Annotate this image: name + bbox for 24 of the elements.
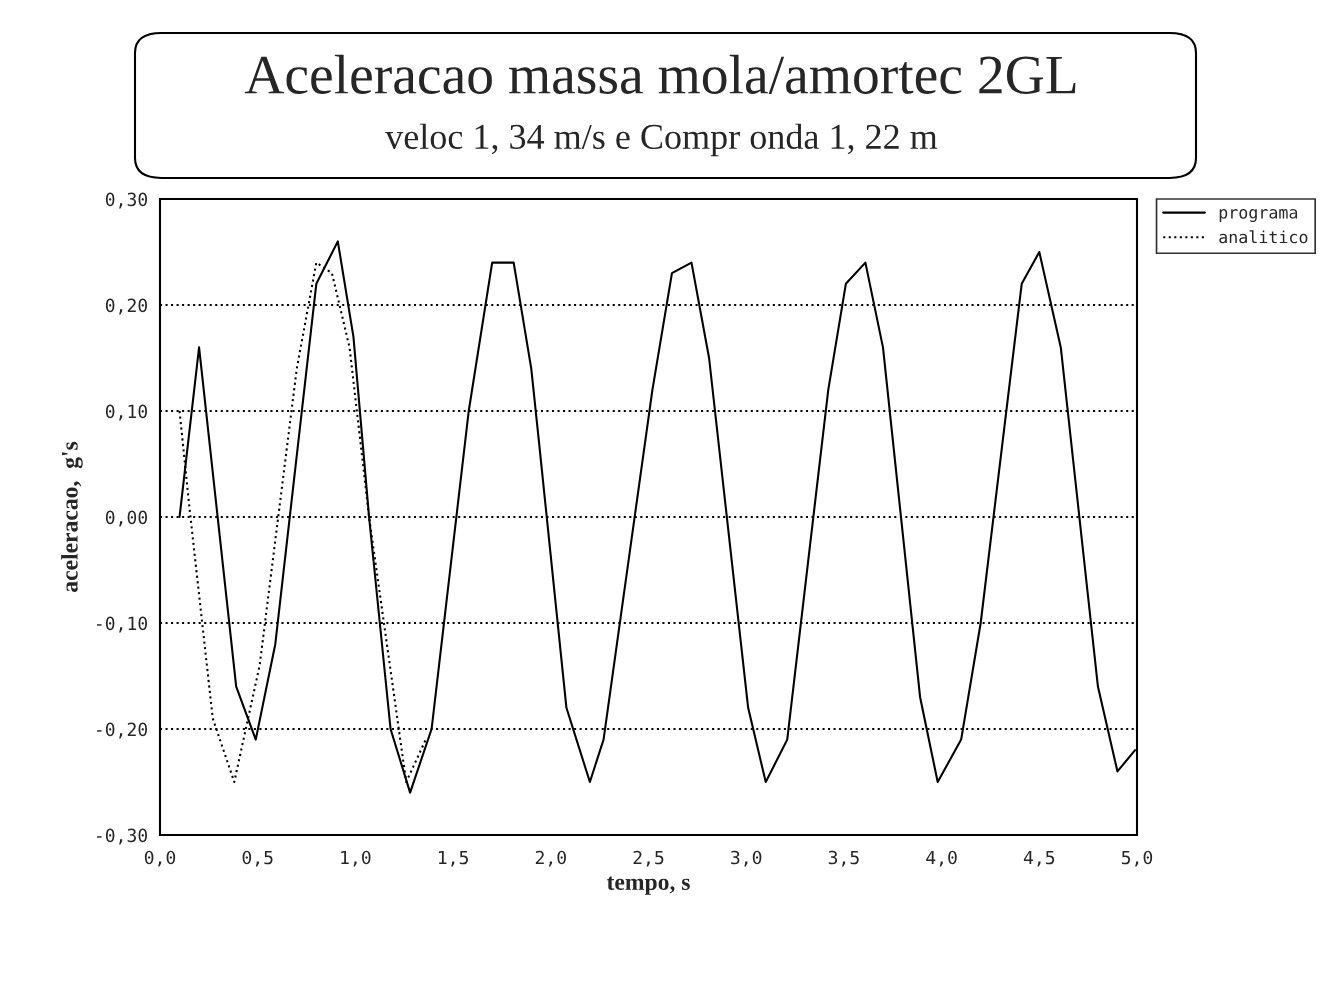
x-tick-label: 3,0 (731, 850, 762, 867)
y-tick-label: -0,10 (96, 616, 148, 633)
chart-subtitle: veloc 1, 34 m/s e Compr onda 1, 22 m (385, 123, 938, 157)
x-tick-label: 1,0 (341, 850, 371, 867)
legend-label: programa (1219, 209, 1298, 222)
x-tick-label: 0,5 (242, 850, 273, 867)
y-tick-label: 0,00 (105, 510, 148, 527)
x-tick-label: 2,5 (633, 850, 664, 867)
x-tick-label: 1,5 (438, 850, 468, 867)
x-tick-label: 4,5 (1023, 850, 1055, 867)
y-tick-label: -0,30 (96, 828, 148, 845)
chart-title: Aceleracao massa mola/amortec 2GL (244, 54, 1076, 94)
y-tick-label: 0,30 (105, 192, 148, 209)
x-tick-label: 5,0 (1121, 850, 1153, 867)
y-tick-label: 0,20 (105, 298, 148, 315)
y-tick-label: 0,10 (105, 404, 148, 421)
y-tick-label: -0,20 (96, 722, 148, 739)
x-tick-label: 0,0 (144, 850, 176, 867)
legend-label: analitico (1219, 230, 1308, 244)
x-axis-title: tempo, s (606, 876, 690, 895)
x-tick-label: 2,0 (535, 850, 566, 867)
x-tick-label: 4,0 (926, 850, 957, 867)
x-tick-label: 3,5 (828, 850, 859, 867)
y-axis-title: aceleracao, g's (61, 441, 83, 592)
